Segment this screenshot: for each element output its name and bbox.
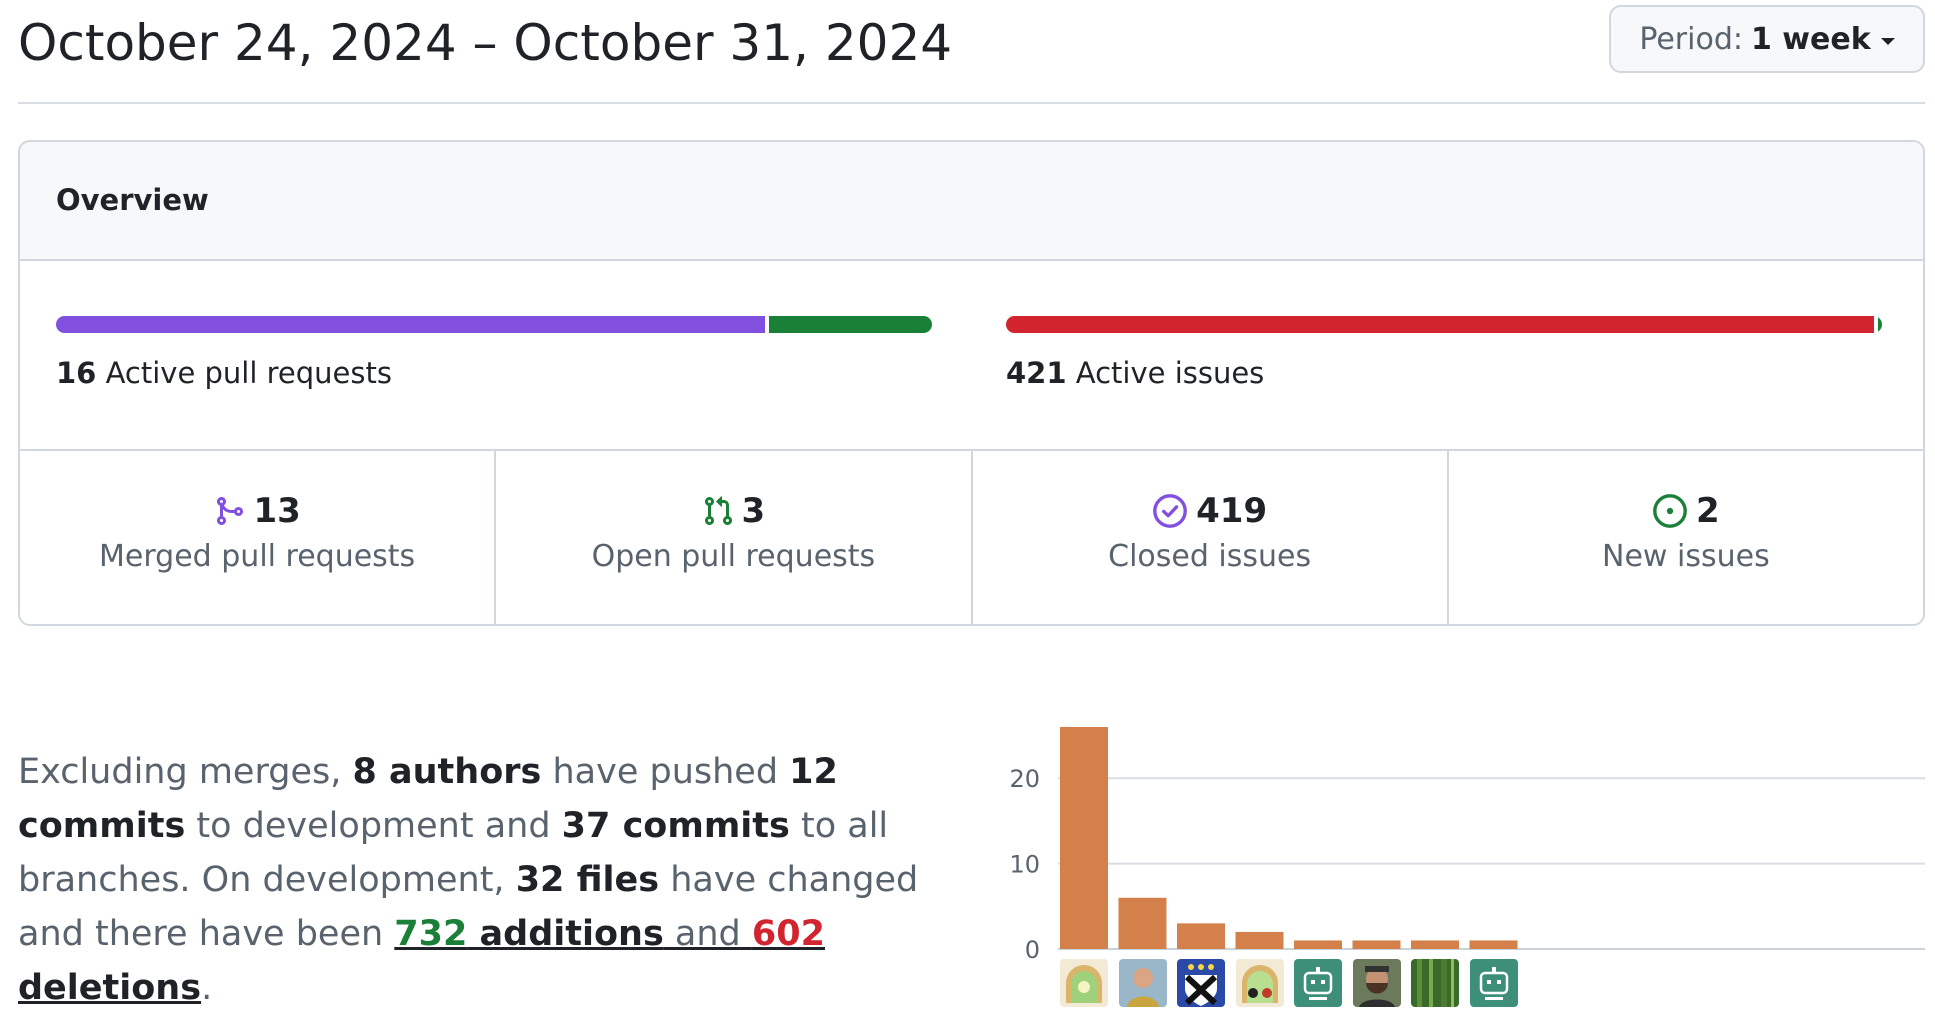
commits-by-author-chart: 0 10 20 — [978, 715, 1925, 1015]
commits-all-branches-count: 37 commits — [561, 806, 790, 846]
overview-title: Overview — [56, 183, 209, 217]
new-issues-segment[interactable] — [1877, 316, 1882, 333]
commit-bar[interactable] — [1177, 923, 1225, 949]
pulse-header: October 24, 2024 – October 31, 2024 Peri… — [18, 0, 1925, 104]
avatar-shield-crest-icon[interactable] — [1177, 959, 1225, 1007]
y-tick-label: 20 — [1009, 765, 1040, 793]
commit-bar[interactable] — [1469, 940, 1518, 949]
summary-text: . — [201, 968, 213, 1008]
period-label: Period: — [1639, 21, 1743, 57]
summary-text: have changed and there have been — [18, 860, 919, 954]
issue-opened-icon — [1652, 493, 1688, 529]
avatar-arch-creatures-icon[interactable] — [1235, 959, 1284, 1007]
summary-text: to development and — [185, 806, 562, 846]
files-changed-count: 32 files — [515, 860, 660, 900]
commit-bar[interactable] — [1235, 931, 1284, 949]
active-issues-summary: 421 Active issues — [1006, 356, 1264, 390]
commit-summary-text: Excluding merges, 8 authors have pushed … — [18, 745, 958, 1015]
commits-development-count: 12 commits — [18, 752, 838, 846]
summary-text: and — [663, 914, 752, 954]
avatar-bot-identicon-icon[interactable] — [1294, 959, 1342, 1007]
commit-bar[interactable] — [1118, 897, 1167, 949]
avatar-forest-photo-icon[interactable] — [1411, 959, 1459, 1007]
active-prs-label: Active pull requests — [105, 356, 392, 390]
open-prs-label: Open pull requests — [591, 539, 876, 574]
open-prs-segment[interactable] — [768, 316, 932, 333]
merged-prs-count: 13 — [253, 491, 301, 531]
open-pull-requests-stat[interactable]: 3 Open pull requests — [496, 451, 973, 624]
active-pull-requests-summary: 16 Active pull requests — [56, 356, 392, 390]
avatar-bot-identicon-icon[interactable] — [1469, 959, 1518, 1007]
commit-bar[interactable] — [1411, 940, 1459, 949]
summary-text: to all branches. On development, — [18, 806, 889, 900]
overview-stats: 13 Merged pull requests 3 Open pull requ… — [20, 451, 1923, 624]
closed-issues-label: Closed issues — [1108, 539, 1312, 574]
merged-prs-segment[interactable] — [56, 316, 765, 333]
merged-pull-requests-stat[interactable]: 13 Merged pull requests — [20, 451, 497, 624]
additions-deletions-link[interactable]: 732 additions and 602 deletions — [18, 914, 825, 1008]
active-prs-count: 16 — [56, 356, 97, 390]
merged-prs-label: Merged pull requests — [99, 539, 416, 574]
pull-requests-progress-bar[interactable] — [56, 316, 932, 333]
overview-box: Overview 16 Active pull requests 421 Act… — [18, 140, 1925, 626]
git-pull-request-icon — [702, 495, 734, 527]
commit-bar[interactable] — [1294, 940, 1342, 949]
additions-count: 732 — [394, 914, 468, 954]
open-prs-count: 3 — [741, 491, 766, 531]
avatar-person-photo-icon[interactable] — [1118, 959, 1167, 1007]
additions-label: additions — [467, 914, 664, 954]
avatar-arch-landscape-icon[interactable] — [1060, 959, 1108, 1007]
new-issues-stat[interactable]: 2 New issues — [1449, 451, 1923, 624]
date-range-title: October 24, 2024 – October 31, 2024 — [18, 14, 953, 72]
summary-text: Excluding merges, — [18, 752, 353, 792]
deletions-label: deletions — [18, 968, 202, 1008]
closed-issues-segment[interactable] — [1006, 316, 1874, 333]
avatar-bearded-person-icon[interactable] — [1352, 959, 1401, 1007]
overview-header: Overview — [20, 142, 1923, 261]
commits-bar-chart: 0 10 20 — [1009, 727, 1925, 964]
issue-closed-icon — [1152, 493, 1188, 529]
summary-text: have pushed — [541, 752, 790, 792]
period-dropdown-button[interactable]: Period: 1 week — [1609, 5, 1925, 73]
y-tick-label: 10 — [1009, 851, 1040, 879]
y-tick-label: 0 — [1025, 936, 1040, 964]
closed-issues-count: 419 — [1196, 491, 1268, 531]
authors-count: 8 authors — [352, 752, 542, 792]
new-issues-label: New issues — [1602, 539, 1770, 574]
period-value: 1 week — [1750, 21, 1871, 57]
closed-issues-stat[interactable]: 419 Closed issues — [973, 451, 1449, 624]
git-merge-icon — [213, 495, 245, 527]
active-issues-count: 421 — [1006, 356, 1067, 390]
overview-bars: 16 Active pull requests 421 Active issue… — [20, 261, 1923, 451]
new-issues-count: 2 — [1696, 491, 1720, 531]
commit-bar[interactable] — [1060, 727, 1108, 949]
active-issues-label: Active issues — [1075, 356, 1265, 390]
caret-down-icon — [1880, 37, 1895, 45]
deletions-count: 602 — [751, 914, 825, 954]
pulse-page: October 24, 2024 – October 31, 2024 Peri… — [18, 0, 1925, 1008]
issues-progress-bar[interactable] — [1006, 316, 1882, 333]
commit-bar[interactable] — [1352, 940, 1401, 949]
